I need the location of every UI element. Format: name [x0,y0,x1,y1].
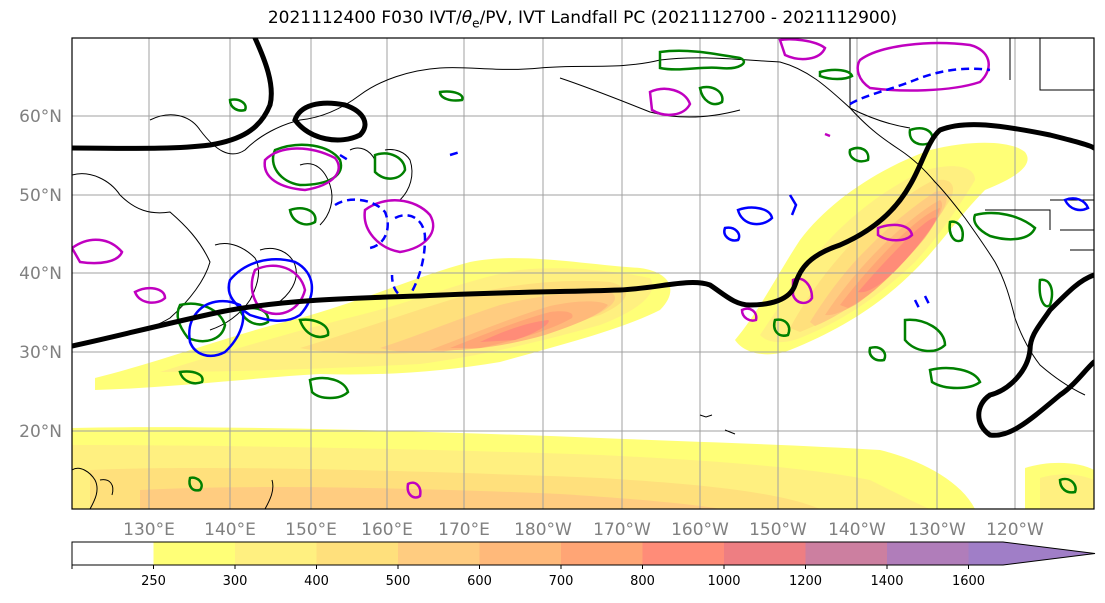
lon-label: 170°E [438,520,490,540]
colorbar-cell [398,542,480,565]
colorbar-cell [805,542,888,565]
colorbar-cell [887,542,969,565]
lon-label: 130°E [123,520,175,540]
ivt-southern-band [72,427,1094,509]
colorbar-cell [642,542,725,565]
colorbar-label: 1000 [707,574,740,589]
lon-label: 130°W [908,520,966,540]
title-prefix: 2021112400 F030 IVT/ [267,8,462,28]
map-frame [71,37,1095,510]
colorbar-cell [479,542,562,565]
colorbar-outline [71,541,1096,566]
title-suffix: /PV, IVT Landfall PC (2021112700 - 20211… [479,8,898,28]
lat-label: 50°N [19,186,62,206]
lat-axis-labels: 60°N 50°N 40°N 30°N 20°N [19,107,62,442]
colorbar-label: 1200 [789,574,822,589]
lat-label: 40°N [19,264,62,284]
colorbar-label: 400 [304,574,329,589]
theta-negative-dashed [334,67,991,311]
lon-label: 140°E [204,520,256,540]
colorbar-cell [72,542,154,565]
colorbar-label: 500 [386,574,411,589]
lat-label: 30°N [19,343,62,363]
colorbar-labels: 250 300 400 500 600 700 800 1000 1200 1400 1600 [141,574,985,589]
map-plot-area [72,38,1094,509]
gridlines [72,38,1094,509]
lon-label: 140°W [828,520,886,540]
lon-label: 180°W [514,520,572,540]
colorbar-cell [235,542,317,565]
landfall-pc-contours [72,38,1094,438]
colorbar-cell [724,542,806,565]
colorbar-cell [153,542,236,565]
colorbar-cells [71,541,1096,566]
lat-label: 20°N [19,422,62,442]
colorbar-extend-arrow [968,542,1095,565]
lon-label: 150°E [285,520,337,540]
colorbar-label: 1400 [870,574,903,589]
colorbar-cell [561,542,643,565]
colorbar-label: 800 [630,574,655,589]
colorbar-label: 300 [223,574,248,589]
lon-axis-labels: 130°E 140°E 150°E 160°E 170°E 180°W 170°… [123,520,1044,540]
map-title: 2021112400 F030 IVT/θe/PV, IVT Landfall … [0,8,1105,30]
colorbar-label: 1600 [952,574,985,589]
theta-positive-contours [72,38,990,499]
lat-label: 60°N [19,107,62,127]
lon-label: 160°E [361,520,413,540]
title-theta: θ [461,8,473,28]
lon-label: 120°W [986,520,1044,540]
colorbar-ticks [71,565,969,569]
colorbar-cell [316,542,399,565]
lon-label: 150°W [749,520,807,540]
lon-label: 160°W [671,520,729,540]
colorbar-label: 700 [549,574,574,589]
lon-label: 170°W [593,520,651,540]
colorbar-label: 250 [141,574,166,589]
colorbar-label: 600 [467,574,492,589]
title-theta-sub: e [472,16,480,31]
colorbar: 250 300 400 500 600 700 800 1000 1200 1400 1600 [71,541,1096,589]
